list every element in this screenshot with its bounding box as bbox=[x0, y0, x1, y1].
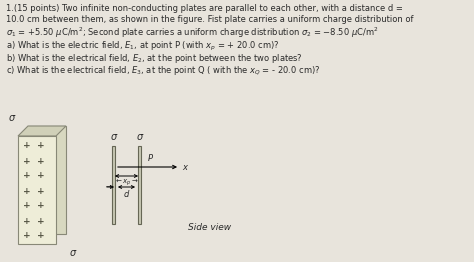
Text: +: + bbox=[37, 232, 45, 241]
Text: +: + bbox=[23, 232, 31, 241]
Text: +: + bbox=[23, 172, 31, 181]
Text: σ: σ bbox=[9, 113, 15, 123]
Text: $\leftarrow x_p\rightarrow$: $\leftarrow x_p\rightarrow$ bbox=[114, 177, 139, 188]
Text: $d$: $d$ bbox=[123, 188, 130, 199]
Text: +: + bbox=[23, 201, 31, 210]
Text: c) What is the electrical field, $E_3$, at the point Q ( with the $x_Q$ = - 20.0: c) What is the electrical field, $E_3$, … bbox=[6, 64, 320, 77]
Text: Side view: Side view bbox=[189, 222, 232, 232]
Text: b) What is the electrical field, $E_2$, at the point between the two plates?: b) What is the electrical field, $E_2$, … bbox=[6, 52, 303, 65]
Text: +: + bbox=[23, 216, 31, 226]
Text: 10.0 cm between them, as shown in the figure. Fist plate carries a uniform charg: 10.0 cm between them, as shown in the fi… bbox=[6, 15, 413, 24]
Bar bbox=[112, 146, 115, 224]
Bar bbox=[18, 136, 56, 244]
Text: +: + bbox=[37, 172, 45, 181]
Text: +: + bbox=[23, 156, 31, 166]
Text: 1.(15 points) Two infinite non-conducting plates are parallel to each other, wit: 1.(15 points) Two infinite non-conductin… bbox=[6, 4, 403, 13]
Text: $\sigma_1$ = +5.50 $\mu$C/m$^2$; Second plate carries a uniform charge distribut: $\sigma_1$ = +5.50 $\mu$C/m$^2$; Second … bbox=[6, 26, 379, 40]
Text: σ: σ bbox=[137, 132, 143, 142]
Text: σ: σ bbox=[110, 132, 117, 142]
Text: P: P bbox=[147, 154, 153, 163]
Text: +: + bbox=[37, 156, 45, 166]
Text: +: + bbox=[37, 216, 45, 226]
Text: +: + bbox=[23, 141, 31, 150]
Text: +: + bbox=[37, 201, 45, 210]
Bar bbox=[138, 146, 141, 224]
Text: $\rightarrow$: $\rightarrow$ bbox=[104, 184, 113, 190]
Text: +: + bbox=[37, 187, 45, 195]
Text: σ: σ bbox=[70, 248, 76, 258]
Text: +: + bbox=[23, 187, 31, 195]
Polygon shape bbox=[28, 126, 66, 234]
Polygon shape bbox=[18, 126, 66, 136]
Text: a) What is the electric field, $E_1$, at point P (with $x_p$ = + 20.0 cm)?: a) What is the electric field, $E_1$, at… bbox=[6, 40, 280, 53]
Text: x: x bbox=[182, 162, 187, 172]
Text: +: + bbox=[37, 141, 45, 150]
